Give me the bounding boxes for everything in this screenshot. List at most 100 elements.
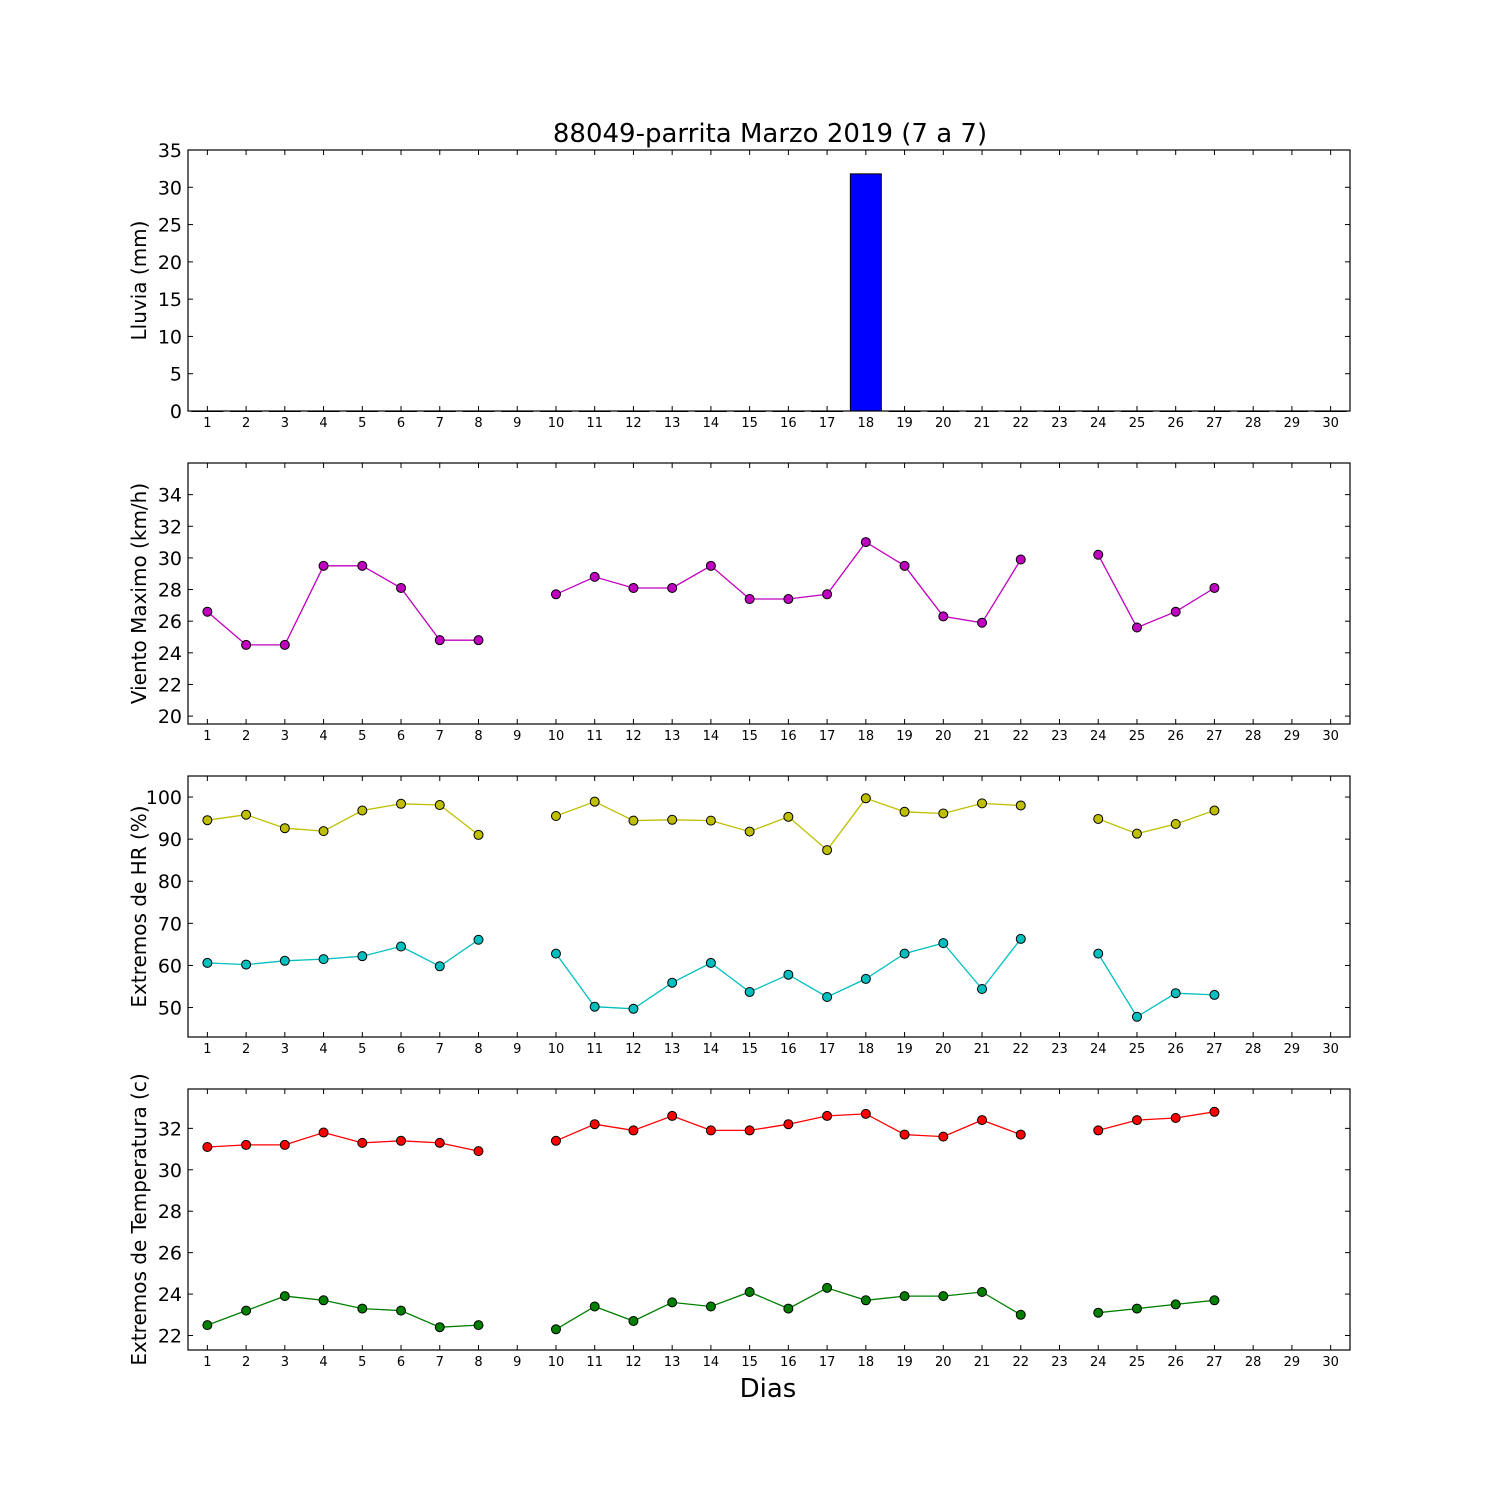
x-tick-label: 24 [1090, 729, 1107, 744]
temp-max-point-day-15 [744, 1125, 755, 1136]
x-tick-label: 2 [242, 729, 250, 744]
y-tick-label: 30 [158, 548, 182, 570]
y-axis-label: Lluvia (mm) [127, 221, 151, 341]
y-tick-label: 28 [158, 1201, 182, 1223]
y-tick-label: 28 [158, 580, 182, 602]
wind-max-point-day-13 [667, 582, 678, 593]
temp-max-point-day-13 [667, 1110, 678, 1121]
x-tick-label: 23 [1051, 1042, 1068, 1057]
temp-min-point-day-11 [589, 1301, 600, 1312]
hr-max-point-day-6 [396, 798, 407, 809]
temp-min-point-day-27 [1209, 1295, 1220, 1306]
temp-max-point-day-11 [589, 1119, 600, 1130]
hr-max-point-day-27 [1209, 805, 1220, 816]
y-tick-label: 26 [158, 611, 182, 633]
x-tick-label: 25 [1129, 1355, 1146, 1370]
y-tick-label: 35 [158, 140, 182, 162]
x-tick-label: 19 [896, 1355, 913, 1370]
y-tick-label: 0 [170, 401, 182, 423]
hr-min-point-day-26 [1170, 988, 1181, 999]
x-tick-label: 11 [586, 1042, 603, 1057]
x-tick-label: 17 [819, 1042, 836, 1057]
hr-max-point-day-3 [279, 823, 290, 834]
y-tick-label: 26 [158, 1243, 182, 1265]
x-axis-label: Dias [740, 1374, 797, 1404]
x-tick-label: 5 [358, 729, 366, 744]
x-tick-label: 24 [1090, 416, 1107, 431]
y-tick-label: 15 [158, 289, 182, 311]
x-tick-label: 5 [358, 1355, 366, 1370]
x-tick-label: 6 [397, 1042, 405, 1057]
hr-min-point-day-5 [357, 951, 368, 962]
temp-min-point-day-17 [822, 1282, 833, 1293]
x-tick-label: 23 [1051, 416, 1068, 431]
x-tick-label: 12 [625, 729, 642, 744]
wind-max-point-day-15 [744, 594, 755, 605]
hr-max-point-day-10 [550, 810, 561, 821]
x-tick-label: 3 [281, 416, 289, 431]
plot-frame [187, 462, 1351, 725]
hr-max-point-day-12 [628, 815, 639, 826]
y-axis-label: Extremos de Temperatura (c) [127, 1073, 151, 1365]
y-tick-label: 34 [158, 485, 182, 507]
hr-max-point-day-7 [434, 800, 445, 811]
x-tick-label: 5 [358, 1042, 366, 1057]
y-tick-label: 32 [158, 516, 182, 538]
y-tick-label: 30 [158, 1160, 182, 1182]
x-tick-label: 23 [1051, 1355, 1068, 1370]
wind-max-point-day-22 [1015, 554, 1026, 565]
x-tick-label: 2 [242, 1355, 250, 1370]
hr-min-point-day-2 [241, 959, 252, 970]
temp-max-point-day-1 [202, 1142, 213, 1152]
x-tick-label: 7 [436, 416, 444, 431]
y-tick-label: 30 [158, 177, 182, 199]
x-tick-label: 16 [780, 729, 797, 744]
hr-min-point-day-1 [202, 957, 213, 968]
hr-min-point-day-18 [860, 973, 871, 984]
wind-max-point-day-10 [550, 589, 561, 600]
x-tick-label: 30 [1322, 1042, 1339, 1057]
y-tick-label: 10 [158, 326, 182, 348]
x-tick-label: 10 [548, 1042, 565, 1057]
x-tick-label: 14 [703, 729, 720, 744]
x-tick-label: 11 [586, 1355, 603, 1370]
x-tick-label: 28 [1245, 1355, 1262, 1370]
y-tick-label: 90 [158, 829, 182, 851]
x-tick-label: 25 [1129, 729, 1146, 744]
x-tick-label: 9 [513, 1042, 521, 1057]
hr-max-point-day-20 [938, 808, 949, 819]
hr-max-point-day-19 [899, 806, 910, 817]
y-tick-label: 5 [170, 364, 182, 386]
y-tick-label: 20 [158, 706, 182, 728]
hr-max-line [207, 803, 479, 836]
panel-rain: 1 2 3 4 5 6 7 8 9 10 11 12 13 14 15 16 17 18 19 20 21 22 23 24 2… [127, 140, 1351, 431]
x-tick-label: 10 [548, 1355, 565, 1370]
wind-max-point-day-26 [1170, 606, 1181, 617]
temp-max-point-day-22 [1015, 1129, 1026, 1140]
y-tick-label: 20 [158, 252, 182, 274]
chart-title: 88049-parrita Marzo 2019 (7 a 7) [553, 119, 987, 149]
temp-max-line [207, 1131, 479, 1152]
wind-max-point-day-11 [589, 571, 600, 582]
panel-temp: 1 2 3 4 5 6 7 8 9 10 11 12 13 14 15 16 17 18 19 20 21 22 23 24 2… [127, 1073, 1351, 1370]
x-tick-label: 26 [1167, 729, 1184, 744]
x-tick-label: 22 [1012, 1042, 1029, 1057]
temp-max-point-day-10 [550, 1135, 561, 1146]
temp-max-point-day-7 [434, 1137, 445, 1148]
x-tick-label: 28 [1245, 1042, 1262, 1057]
temp-max-point-day-26 [1170, 1113, 1181, 1123]
hr-min-point-day-21 [977, 984, 988, 995]
x-tick-label: 27 [1206, 1042, 1223, 1057]
y-tick-label: 70 [158, 913, 182, 935]
temp-min-point-day-1 [202, 1320, 213, 1331]
x-tick-label: 11 [586, 729, 603, 744]
temp-max-point-day-6 [396, 1135, 407, 1146]
temp-min-point-day-10 [550, 1324, 561, 1335]
temp-min-point-day-25 [1131, 1303, 1142, 1314]
x-tick-label: 16 [780, 416, 797, 431]
x-tick-label: 26 [1167, 1355, 1184, 1370]
x-tick-label: 28 [1245, 416, 1262, 431]
x-tick-label: 6 [397, 1355, 405, 1370]
temp-min-point-day-19 [899, 1291, 910, 1302]
wind-max-point-day-20 [938, 611, 949, 622]
